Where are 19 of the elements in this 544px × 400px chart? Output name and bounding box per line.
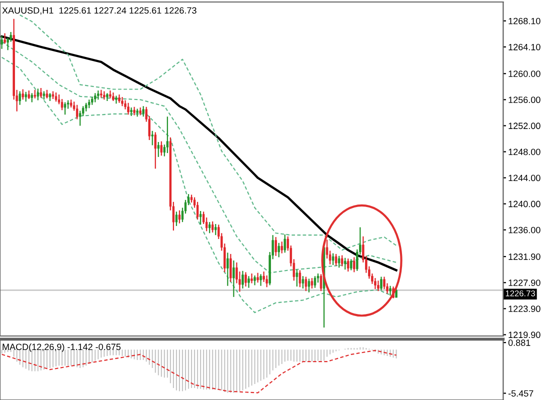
y-tick-label: 1219.90 bbox=[508, 332, 540, 338]
y-tick-label: 1260.00 bbox=[508, 70, 540, 77]
y-tick-label: 1231.90 bbox=[508, 254, 540, 260]
y-tick-label: 1264.10 bbox=[508, 44, 540, 50]
chart-title: MACD(12,26,9) -1.142 -0.675 bbox=[2, 343, 121, 352]
line-series bbox=[19, 14, 397, 251]
ref-line-label: 1226.73 bbox=[506, 290, 535, 296]
y-tick-label: 1252.00 bbox=[508, 122, 540, 130]
y-tick-label: 1223.90 bbox=[508, 306, 540, 312]
y-tick-label: -5.457 bbox=[508, 390, 534, 397]
y-tick-label: 1256.00 bbox=[508, 96, 540, 104]
y-tick-label: 0.881 bbox=[508, 340, 530, 346]
y-tick-label: 1244.00 bbox=[508, 174, 540, 182]
y-tick-label: 1248.00 bbox=[508, 148, 540, 156]
y-tick-label: 1227.90 bbox=[508, 280, 540, 286]
y-tick-label: 1240.00 bbox=[508, 200, 540, 208]
y-tick-label: 1236.00 bbox=[508, 226, 540, 234]
chart-title: XAUUSD,H1 1225.61 1227.24 1225.61 1226.73 bbox=[2, 7, 196, 15]
y-tick-label: 1268.10 bbox=[508, 18, 540, 24]
